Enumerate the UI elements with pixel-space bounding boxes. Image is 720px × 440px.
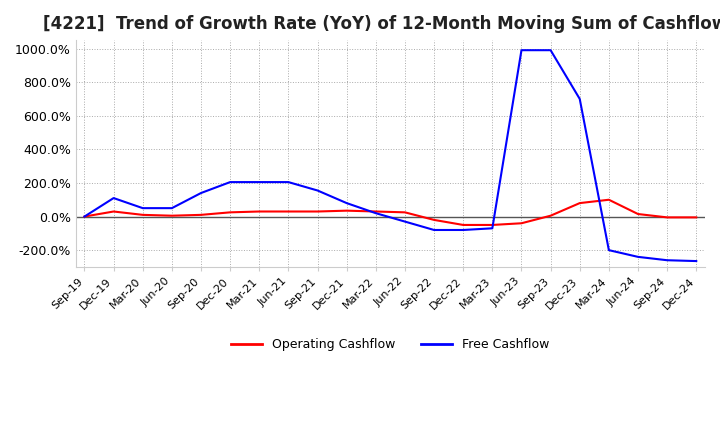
- Free Cashflow: [575, 96, 584, 102]
- Free Cashflow: [546, 48, 555, 53]
- Operating Cashflow: [663, 215, 672, 220]
- Free Cashflow: [226, 180, 235, 185]
- Operating Cashflow: [138, 212, 147, 217]
- Operating Cashflow: [342, 208, 351, 213]
- Legend: Operating Cashflow, Free Cashflow: Operating Cashflow, Free Cashflow: [226, 333, 554, 356]
- Free Cashflow: [138, 205, 147, 211]
- Operating Cashflow: [517, 220, 526, 226]
- Free Cashflow: [168, 205, 176, 211]
- Operating Cashflow: [109, 209, 118, 214]
- Free Cashflow: [488, 226, 497, 231]
- Operating Cashflow: [488, 222, 497, 227]
- Free Cashflow: [80, 214, 89, 219]
- Operating Cashflow: [430, 217, 438, 223]
- Free Cashflow: [372, 211, 380, 216]
- Free Cashflow: [430, 227, 438, 233]
- Operating Cashflow: [168, 213, 176, 218]
- Operating Cashflow: [255, 209, 264, 214]
- Free Cashflow: [109, 195, 118, 201]
- Operating Cashflow: [575, 201, 584, 206]
- Operating Cashflow: [692, 215, 701, 220]
- Free Cashflow: [605, 248, 613, 253]
- Line: Operating Cashflow: Operating Cashflow: [84, 200, 696, 225]
- Operating Cashflow: [313, 209, 322, 214]
- Free Cashflow: [400, 219, 409, 224]
- Operating Cashflow: [634, 211, 642, 216]
- Free Cashflow: [692, 258, 701, 264]
- Operating Cashflow: [80, 214, 89, 219]
- Free Cashflow: [634, 254, 642, 260]
- Free Cashflow: [255, 180, 264, 185]
- Line: Free Cashflow: Free Cashflow: [84, 50, 696, 261]
- Operating Cashflow: [284, 209, 293, 214]
- Title: [4221]  Trend of Growth Rate (YoY) of 12-Month Moving Sum of Cashflows: [4221] Trend of Growth Rate (YoY) of 12-…: [43, 15, 720, 33]
- Operating Cashflow: [546, 213, 555, 218]
- Free Cashflow: [284, 180, 293, 185]
- Free Cashflow: [663, 257, 672, 263]
- Free Cashflow: [459, 227, 467, 233]
- Operating Cashflow: [459, 222, 467, 227]
- Free Cashflow: [342, 201, 351, 206]
- Free Cashflow: [313, 188, 322, 193]
- Free Cashflow: [197, 191, 205, 196]
- Operating Cashflow: [372, 209, 380, 214]
- Free Cashflow: [517, 48, 526, 53]
- Operating Cashflow: [400, 210, 409, 215]
- Operating Cashflow: [197, 212, 205, 217]
- Operating Cashflow: [226, 210, 235, 215]
- Operating Cashflow: [605, 197, 613, 202]
